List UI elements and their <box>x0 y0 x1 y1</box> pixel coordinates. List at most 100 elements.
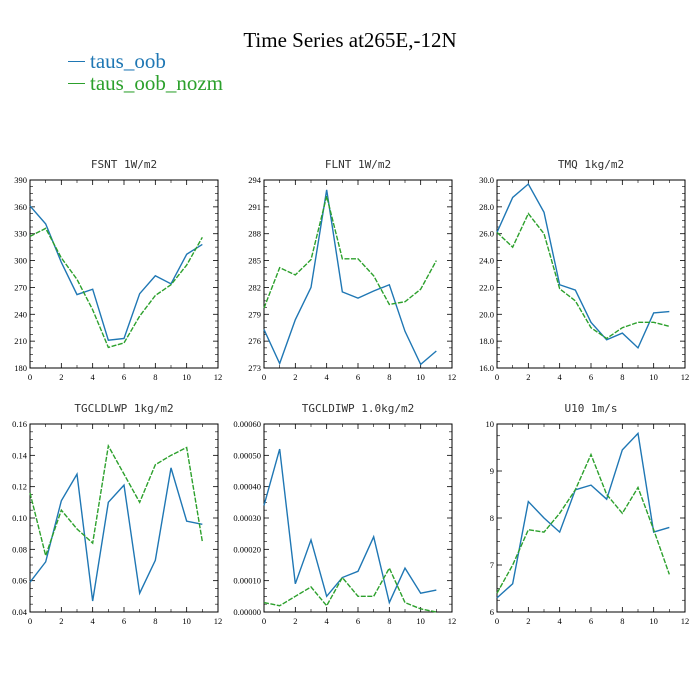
x-tick-label: 0 <box>262 616 266 626</box>
x-tick-label: 4 <box>558 616 563 626</box>
y-tick-label: 9 <box>490 466 494 476</box>
y-tick-label: 0.10 <box>12 513 27 523</box>
y-tick-label: 288 <box>248 229 261 239</box>
x-tick-label: 6 <box>356 372 360 382</box>
y-tick-label: 7 <box>490 560 494 570</box>
y-tick-label: 16.0 <box>479 363 494 373</box>
y-tick-label: 180 <box>14 363 27 373</box>
legend-item-taus-oob-nozm: taus_oob_nozm <box>68 71 223 95</box>
legend-item-taus-oob: taus_oob <box>68 48 223 73</box>
x-tick-label: 4 <box>558 372 563 382</box>
x-tick-label: 2 <box>59 372 63 382</box>
y-tick-label: 30.0 <box>479 175 494 185</box>
y-tick-label: 0.00060 <box>233 419 261 429</box>
y-tick-label: 8 <box>490 513 494 523</box>
x-tick-label: 8 <box>620 616 624 626</box>
y-tick-label: 390 <box>14 175 27 185</box>
x-tick-label: 4 <box>91 616 96 626</box>
panel-title: TGCLDIWP 1.0kg/m2 <box>302 402 415 415</box>
x-tick-label: 6 <box>589 616 593 626</box>
y-tick-label: 0.00010 <box>233 576 261 586</box>
y-tick-label: 0.00020 <box>233 544 261 554</box>
x-tick-label: 10 <box>182 616 191 626</box>
y-tick-label: 20.0 <box>479 309 494 319</box>
plot-frame <box>263 179 453 369</box>
series-line-taus-oob-nozm <box>29 227 203 349</box>
y-tick-label: 0.00000 <box>233 607 261 617</box>
y-tick-label: 360 <box>14 202 27 212</box>
x-tick-label: 2 <box>526 372 530 382</box>
x-tick-label: 6 <box>589 372 593 382</box>
y-tick-label: 0.00050 <box>233 450 261 460</box>
x-tick-label: 10 <box>649 616 658 626</box>
y-tick-label: 276 <box>248 336 261 346</box>
y-tick-label: 270 <box>14 282 27 292</box>
plot-frame <box>496 179 686 369</box>
panel-title: FSNT 1W/m2 <box>91 158 157 171</box>
y-tick-label: 279 <box>248 309 261 319</box>
series-line-taus-oob-nozm <box>29 443 204 559</box>
x-tick-label: 0 <box>495 372 499 382</box>
x-tick-label: 10 <box>416 372 425 382</box>
x-tick-label: 10 <box>182 372 191 382</box>
y-tick-label: 240 <box>14 309 27 319</box>
legend-swatch-taus-oob-nozm <box>68 82 85 84</box>
y-tick-label: 18.0 <box>479 336 494 346</box>
series-line-taus-oob <box>263 189 437 366</box>
y-tick-label: 0.14 <box>12 450 28 460</box>
series-line-taus-oob-nozm <box>496 212 670 340</box>
y-tick-label: 0.16 <box>12 419 27 429</box>
x-tick-label: 0 <box>28 616 32 626</box>
x-tick-label: 12 <box>214 616 223 626</box>
legend-label-taus-oob: taus_oob <box>90 48 166 73</box>
legend: taus_oob taus_oob_nozm <box>68 48 223 95</box>
figure-title: Time Series at265E,-12N <box>243 28 457 52</box>
y-tick-label: 0.00040 <box>233 482 261 492</box>
x-tick-label: 6 <box>122 372 126 382</box>
x-tick-label: 2 <box>293 372 297 382</box>
panel-6: U10 1m/s 0 2 4 6 8 10 12 6 7 8 9 10 <box>486 402 690 626</box>
panel-3: TMQ 1kg/m2 0 2 4 6 8 10 12 16.0 18.0 20.0 22.0 24.0 2… <box>479 158 689 382</box>
x-tick-label: 0 <box>495 616 499 626</box>
y-tick-label: 330 <box>14 229 27 239</box>
y-tick-label: 285 <box>248 256 261 266</box>
plot-frame <box>263 423 453 613</box>
y-tick-label: 6 <box>490 607 494 617</box>
y-tick-label: 0.04 <box>12 607 28 617</box>
x-tick-label: 12 <box>681 372 690 382</box>
x-tick-label: 4 <box>325 616 330 626</box>
y-tick-label: 0.12 <box>12 482 27 492</box>
x-tick-label: 4 <box>91 372 96 382</box>
series-line-taus-oob <box>29 467 203 602</box>
series-line-taus-oob-nozm <box>263 195 437 309</box>
panel-5: TGCLDIWP 1.0kg/m2 0 2 4 6 8 10 12 0.00000 0.00010… <box>233 402 456 626</box>
x-tick-label: 0 <box>28 372 32 382</box>
y-tick-label: 273 <box>248 363 261 373</box>
x-tick-label: 12 <box>214 372 223 382</box>
x-tick-label: 12 <box>448 372 457 382</box>
y-tick-label: 26.0 <box>479 229 494 239</box>
series-line-taus-oob <box>263 448 437 605</box>
series-line-taus-oob-nozm <box>496 452 670 594</box>
x-tick-label: 2 <box>293 616 297 626</box>
panel-title: U10 1m/s <box>565 402 618 415</box>
y-tick-label: 10 <box>486 419 495 429</box>
x-tick-label: 2 <box>526 616 530 626</box>
y-tick-label: 300 <box>14 256 27 266</box>
panel-1: FSNT 1W/m2 0 2 4 6 8 10 12 180 210 240 270 300 330 360… <box>14 158 222 382</box>
x-tick-label: 2 <box>59 616 63 626</box>
y-tick-label: 282 <box>248 282 261 292</box>
series-line-taus-oob-nozm <box>263 566 437 613</box>
x-tick-label: 12 <box>681 616 690 626</box>
y-tick-label: 28.0 <box>479 202 494 212</box>
y-tick-label: 0.08 <box>12 544 27 554</box>
panel-2: FLNT 1W/m2 0 2 4 6 8 10 12 273 276 279 282 285 288 291… <box>248 158 456 382</box>
y-tick-label: 22.0 <box>479 282 494 292</box>
y-tick-label: 24.0 <box>479 256 494 266</box>
x-tick-label: 12 <box>448 616 457 626</box>
x-tick-label: 8 <box>153 616 157 626</box>
x-tick-label: 8 <box>620 372 624 382</box>
x-tick-label: 4 <box>325 372 330 382</box>
x-tick-label: 6 <box>122 616 126 626</box>
